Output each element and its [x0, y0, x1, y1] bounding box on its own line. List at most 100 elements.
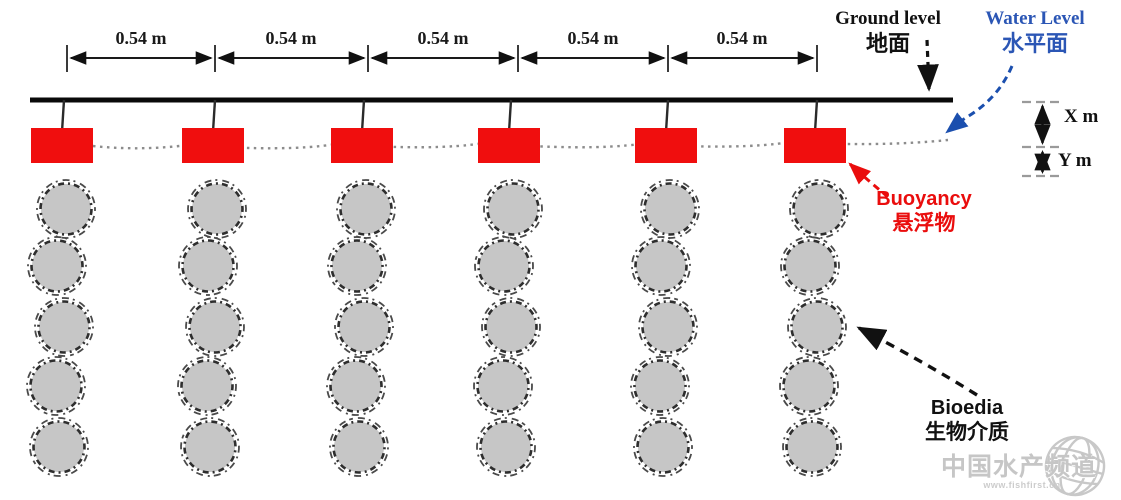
bio-ball-outer-ring [474, 236, 534, 296]
bio-ball [794, 184, 844, 234]
bio-ball-ring [477, 239, 531, 293]
buoy-hanger-line [360, 99, 366, 133]
bio-ball [635, 361, 685, 411]
bio-ball [339, 302, 389, 352]
biomedia-label-en: Bioedia [930, 397, 1004, 419]
buoy [182, 128, 244, 163]
bio-ball-ring [181, 239, 235, 293]
depth-measure [1022, 100, 1063, 178]
bio-ball-outer-ring [481, 297, 541, 357]
ground-level-arrow [917, 39, 939, 92]
bio-ball-outer-ring [178, 236, 238, 296]
bio-ball-ring [643, 182, 697, 236]
bio-ball [479, 241, 529, 291]
bio-ball [643, 302, 693, 352]
bio-ball-outer-ring [185, 297, 245, 357]
biomedia-label: Bioedia 生物介质 [897, 397, 1037, 445]
water-level-arrow [945, 65, 1014, 134]
dimension-label: 0.54 m [265, 28, 317, 48]
bio-ball [182, 361, 232, 411]
bio-ball [190, 302, 240, 352]
watermark-url: www.fishfirst.cn [983, 480, 1061, 490]
bio-ball-ring [476, 359, 530, 413]
water-level-label-en: Water Level [985, 8, 1085, 29]
buoy-hanger-line [664, 99, 670, 133]
buoy [331, 128, 393, 163]
buoy-hanger-line [507, 99, 513, 133]
bio-ball-ring [188, 300, 242, 354]
bio-ball-ring [634, 239, 688, 293]
buoyancy-label-zh: 悬浮物 [892, 212, 956, 236]
bio-ball [481, 422, 531, 472]
bio-ball-ring [783, 239, 837, 293]
ground-level-label-zh: 地面 [865, 31, 910, 57]
bio-ball [636, 241, 686, 291]
bio-ball [645, 184, 695, 234]
bio-ball-outer-ring [27, 236, 87, 296]
dimension-label: 0.54 m [115, 28, 167, 48]
bio-ball-outer-ring [473, 356, 533, 416]
bio-ball [39, 302, 89, 352]
bio-ball-outer-ring [327, 236, 387, 296]
bio-ball [334, 422, 384, 472]
bio-ball [341, 184, 391, 234]
bio-ball-ring [29, 359, 83, 413]
bio-ball-ring [782, 359, 836, 413]
buoy [635, 128, 697, 163]
water-level-label-zh: 水平面 [1001, 31, 1068, 57]
bio-ball [478, 361, 528, 411]
bio-ball-ring [785, 420, 839, 474]
bio-ball [185, 422, 235, 472]
bio-ball-outer-ring [326, 356, 386, 416]
bio-ball-ring [330, 239, 384, 293]
bio-ball [32, 241, 82, 291]
bio-ball-ring [337, 300, 391, 354]
bio-ball [331, 361, 381, 411]
bio-ball-outer-ring [26, 356, 86, 416]
globe-icon [1044, 435, 1106, 497]
bio-ball-ring [30, 239, 84, 293]
bio-ball [787, 422, 837, 472]
y-depth-label: Y m [1058, 150, 1092, 171]
bio-ball-outer-ring [334, 297, 394, 357]
bio-ball-outer-ring [633, 417, 693, 477]
buoy-hanger-line [813, 99, 819, 133]
bio-ball-ring [190, 182, 244, 236]
bio-ball [183, 241, 233, 291]
buoyancy-label-en: Buoyancy [876, 188, 972, 210]
bio-ball-ring [329, 359, 383, 413]
ground-level-label-en: Ground level [835, 8, 941, 29]
buoy [31, 128, 93, 163]
bio-ball [486, 302, 536, 352]
bio-ball-ring [180, 359, 234, 413]
bio-ball-outer-ring [789, 179, 849, 239]
bio-ball [785, 241, 835, 291]
biomedia-arrow [856, 326, 978, 397]
bio-ball-outer-ring [782, 417, 842, 477]
bio-ball-outer-ring [34, 297, 94, 357]
bio-ball [31, 361, 81, 411]
bio-ball-ring [636, 420, 690, 474]
bio-ball-ring [332, 420, 386, 474]
bio-ball-outer-ring [631, 236, 691, 296]
bio-ball-outer-ring [630, 356, 690, 416]
bio-ball [638, 422, 688, 472]
bio-ball-ring [339, 182, 393, 236]
buoy-hanger-line [60, 99, 66, 133]
water-level-label: Water Level 水平面 [965, 8, 1105, 57]
bio-ball-outer-ring [329, 417, 389, 477]
bio-ball [792, 302, 842, 352]
bio-ball-outer-ring [187, 179, 247, 239]
buoyancy-arrow [848, 162, 889, 199]
bio-ball [784, 361, 834, 411]
x-depth-label: X m [1064, 106, 1099, 127]
bio-ball [332, 241, 382, 291]
dimension-label: 0.54 m [417, 28, 469, 48]
bio-ball-ring [32, 420, 86, 474]
buoy [784, 128, 846, 163]
bio-ball [192, 184, 242, 234]
ground-level-label: Ground level 地面 [818, 8, 958, 57]
bio-ball-ring [479, 420, 533, 474]
